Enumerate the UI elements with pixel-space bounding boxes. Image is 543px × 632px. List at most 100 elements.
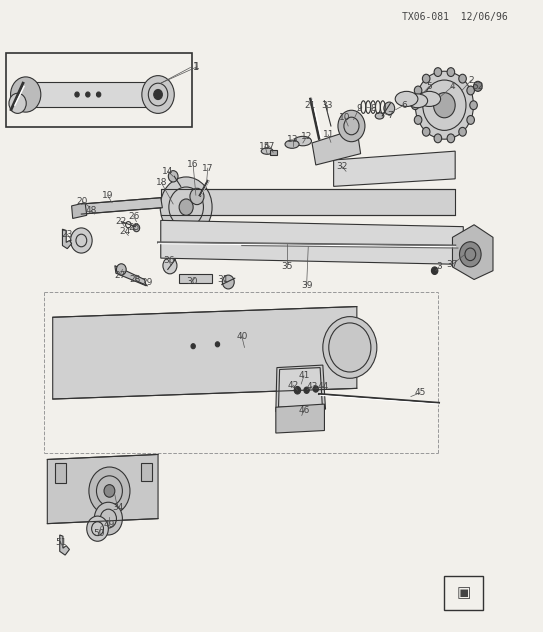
Text: 36: 36 [163,256,175,265]
Text: TX06-081  12/06/96: TX06-081 12/06/96 [402,12,508,22]
Text: 46: 46 [298,406,310,415]
Circle shape [142,76,174,113]
Polygon shape [53,307,357,399]
Circle shape [447,134,454,143]
Polygon shape [452,225,493,279]
Circle shape [168,171,178,182]
Polygon shape [276,404,324,433]
Text: 17: 17 [202,164,213,173]
Circle shape [459,128,466,136]
Bar [179,274,212,283]
Text: 10: 10 [339,113,351,123]
Text: 13: 13 [287,135,299,144]
Circle shape [89,467,130,515]
Ellipse shape [285,140,299,149]
Circle shape [431,267,438,274]
Ellipse shape [418,92,440,106]
Text: 7: 7 [388,111,393,121]
Text: 26: 26 [128,212,140,221]
Text: 47: 47 [264,142,275,150]
Text: 4: 4 [450,82,455,91]
Text: 6: 6 [401,100,407,110]
Text: 41: 41 [298,371,310,380]
Text: 42: 42 [287,380,299,390]
Text: 52: 52 [472,82,484,91]
Circle shape [160,177,212,238]
Bar [444,576,483,611]
Circle shape [216,342,219,347]
Circle shape [191,344,195,349]
Bar [270,150,277,155]
Text: 9: 9 [356,104,362,113]
Text: 25: 25 [129,223,140,233]
Circle shape [190,188,204,205]
Text: ▣: ▣ [457,585,471,600]
Circle shape [459,74,466,83]
Circle shape [179,199,193,216]
Text: 1: 1 [194,63,200,71]
Text: 23: 23 [61,229,73,239]
Circle shape [86,92,90,97]
Polygon shape [161,189,455,216]
Circle shape [422,74,430,83]
Text: 15: 15 [259,142,271,150]
Text: 5: 5 [426,82,432,91]
Circle shape [163,257,177,274]
Circle shape [313,386,319,392]
Text: 27: 27 [115,270,126,279]
Text: 32: 32 [336,162,348,171]
Text: 30: 30 [186,277,197,286]
Circle shape [9,94,26,113]
Circle shape [222,275,234,289]
Circle shape [433,93,455,118]
Text: 22: 22 [116,217,127,226]
Polygon shape [47,454,158,524]
Text: 21: 21 [305,100,316,110]
Ellipse shape [323,317,377,379]
Bar [6,53,192,127]
Bar [55,463,66,483]
Circle shape [415,71,473,139]
Ellipse shape [395,92,418,106]
Text: 50: 50 [93,528,104,538]
Text: 48: 48 [85,206,97,215]
Polygon shape [72,203,87,219]
Circle shape [467,116,475,125]
Text: 49: 49 [104,520,115,530]
Text: 2: 2 [469,76,474,85]
Polygon shape [115,265,146,286]
Circle shape [71,228,92,253]
Text: 1: 1 [193,63,199,73]
Text: 43: 43 [306,382,318,391]
Ellipse shape [375,112,384,119]
Circle shape [116,264,126,275]
Text: 44: 44 [317,382,329,391]
Circle shape [154,90,162,100]
Text: 31: 31 [217,275,229,284]
Ellipse shape [407,94,428,107]
Text: 3: 3 [436,262,442,271]
Text: 28: 28 [130,275,141,284]
Text: 51: 51 [55,538,67,547]
Text: 45: 45 [414,388,426,398]
Circle shape [422,128,430,136]
Polygon shape [333,151,455,186]
Text: 35: 35 [281,262,292,271]
Circle shape [94,502,122,535]
Text: 8: 8 [370,104,376,113]
Circle shape [75,92,79,97]
Circle shape [473,82,482,92]
Circle shape [434,68,441,76]
Circle shape [304,387,310,393]
Circle shape [470,101,477,109]
Circle shape [10,77,41,112]
Text: 34: 34 [112,504,123,513]
Circle shape [338,110,365,142]
Text: 14: 14 [162,167,173,176]
Text: 33: 33 [321,100,332,110]
Text: 40: 40 [236,332,248,341]
Text: 37: 37 [447,260,458,269]
Circle shape [294,387,301,394]
Text: 16: 16 [187,161,199,169]
Polygon shape [312,128,361,165]
